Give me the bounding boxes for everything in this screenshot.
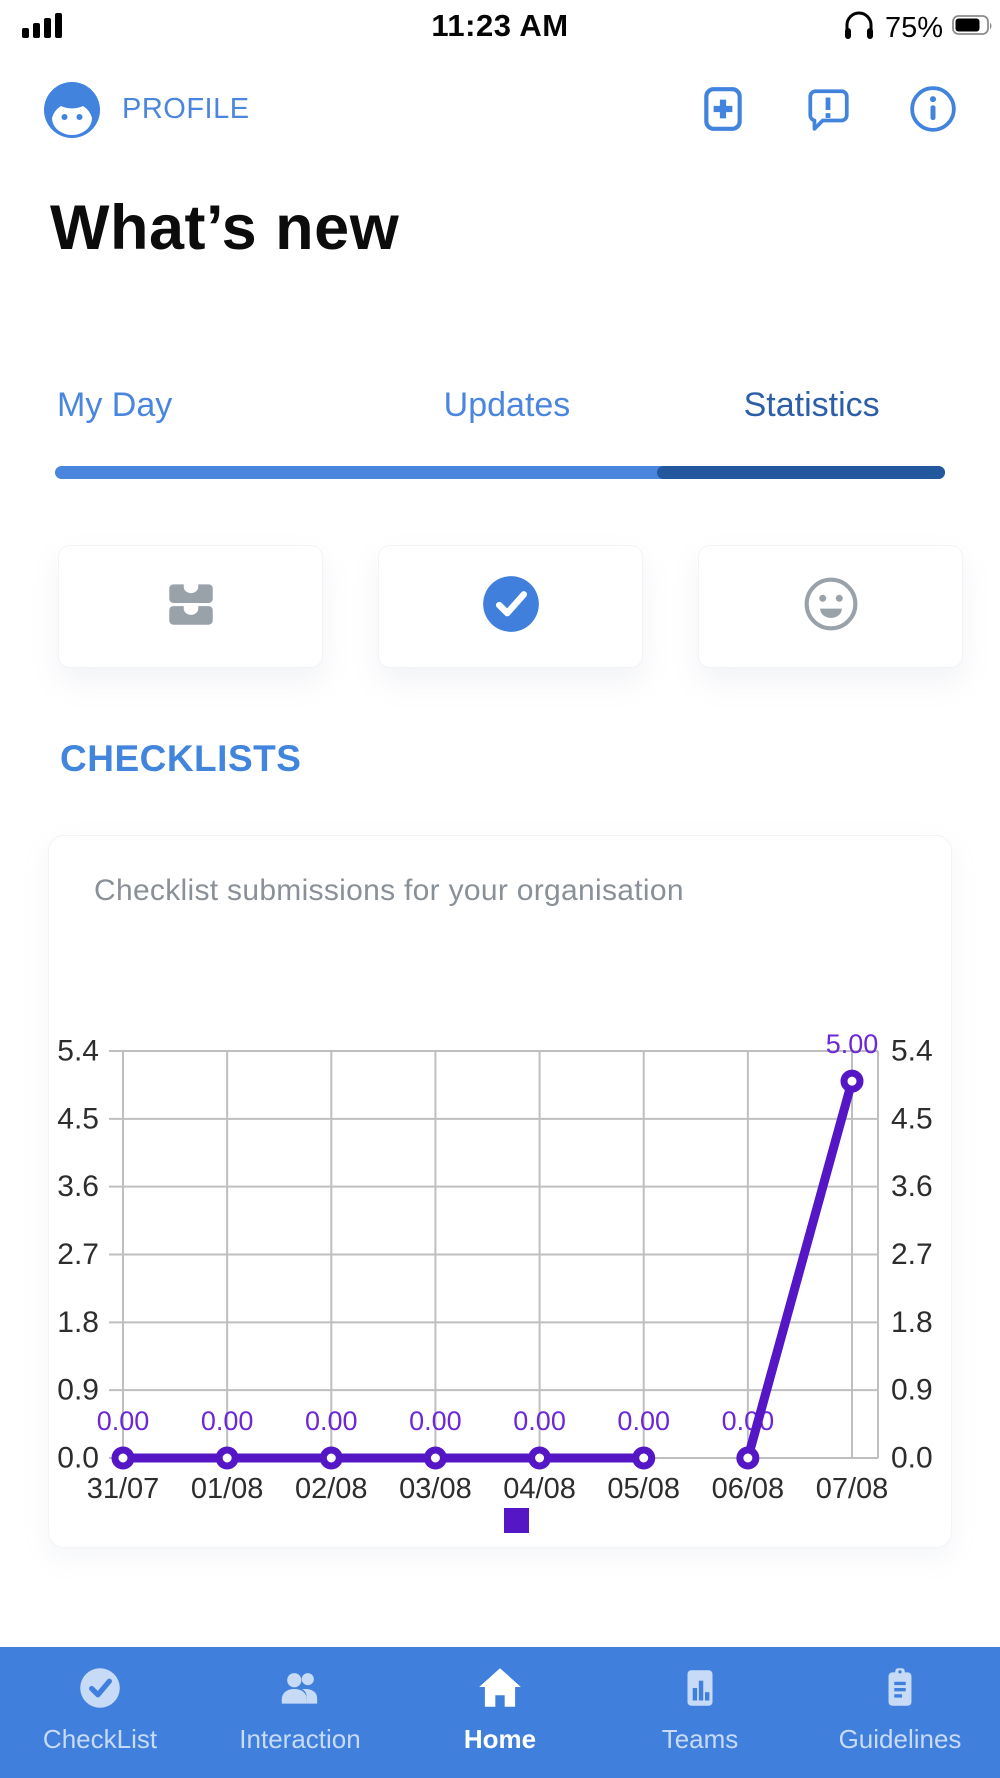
svg-text:3.6: 3.6 <box>891 1170 933 1203</box>
svg-text:03/08: 03/08 <box>399 1473 472 1505</box>
status-bar: 11:23 AM 75% <box>0 0 1000 60</box>
nav-label: CheckList <box>42 1724 158 1754</box>
home-icon <box>474 1663 526 1718</box>
smiley-icon <box>802 575 860 638</box>
svg-text:2.7: 2.7 <box>57 1238 99 1271</box>
svg-text:04/08: 04/08 <box>503 1473 576 1505</box>
battery-icon <box>952 15 994 42</box>
people-icon <box>274 1663 326 1718</box>
svg-text:0.00: 0.00 <box>201 1406 254 1436</box>
clipboard-icon <box>874 1663 926 1718</box>
quick-cards-row <box>58 545 963 668</box>
svg-text:06/08: 06/08 <box>712 1473 785 1505</box>
svg-text:1.8: 1.8 <box>57 1306 99 1339</box>
tab-updates[interactable]: Updates <box>443 386 571 424</box>
svg-text:0.0: 0.0 <box>891 1442 933 1475</box>
tab-indicator-active <box>657 466 945 479</box>
chart-canvas: 0.0 0.0 0.9 0.9 1.8 1.8 2.7 2.7 3.6 3.6 4.5 4.5 5.4 5… <box>57 1029 933 1533</box>
chat-alert-icon[interactable] <box>803 84 853 134</box>
svg-text:01/08: 01/08 <box>191 1473 264 1505</box>
quick-card-mood[interactable] <box>698 545 963 668</box>
svg-text:05/08: 05/08 <box>607 1473 680 1505</box>
svg-text:5.4: 5.4 <box>57 1035 99 1068</box>
headphones-icon <box>842 10 876 47</box>
svg-text:0.00: 0.00 <box>97 1406 150 1436</box>
section-heading-checklists: CHECKLISTS <box>60 738 302 779</box>
add-square-icon[interactable] <box>698 84 748 134</box>
quick-card-checklists[interactable] <box>58 545 323 668</box>
legend-square <box>504 1508 529 1533</box>
page-title: What’s new <box>50 193 400 263</box>
nav-label: Interaction <box>239 1724 361 1754</box>
signal-bars-icon <box>22 13 68 44</box>
nav-item-guidelines[interactable]: Guidelines <box>800 1647 1000 1778</box>
check-circle-icon <box>74 1663 126 1718</box>
svg-text:31/07: 31/07 <box>87 1473 160 1505</box>
nav-label: Guidelines <box>838 1724 962 1754</box>
bar-chart-icon <box>674 1663 726 1718</box>
svg-text:02/08: 02/08 <box>295 1473 368 1505</box>
check-circle-icon <box>481 574 541 639</box>
info-icon[interactable] <box>908 84 958 134</box>
chart-card: Checklist submissions for your organisat… <box>48 835 952 1548</box>
svg-text:5.4: 5.4 <box>891 1035 933 1068</box>
tab-bar: My Day Updates Statistics <box>55 386 945 425</box>
nav-item-interaction[interactable]: Interaction <box>200 1647 400 1778</box>
svg-text:1.8: 1.8 <box>891 1306 933 1339</box>
svg-text:0.00: 0.00 <box>513 1406 566 1436</box>
tab-indicator-track <box>55 466 945 479</box>
svg-text:0.00: 0.00 <box>617 1406 670 1436</box>
inbox-trays-icon <box>162 575 220 638</box>
nav-item-checklist[interactable]: CheckList <box>0 1647 200 1778</box>
svg-text:07/08: 07/08 <box>816 1473 889 1505</box>
app-header: PROFILE <box>0 78 1000 144</box>
svg-text:2.7: 2.7 <box>891 1238 933 1271</box>
nav-label: Teams <box>661 1724 739 1754</box>
chart-title: Checklist submissions for your organisat… <box>94 874 684 907</box>
svg-text:0.9: 0.9 <box>891 1374 933 1407</box>
svg-text:0.00: 0.00 <box>409 1406 462 1436</box>
nav-item-home[interactable]: Home <box>400 1647 600 1778</box>
nav-label: Home <box>463 1724 537 1754</box>
svg-text:4.5: 4.5 <box>57 1102 99 1135</box>
svg-text:0.9: 0.9 <box>57 1374 99 1407</box>
nav-item-teams[interactable]: Teams <box>600 1647 800 1778</box>
svg-text:3.6: 3.6 <box>57 1170 99 1203</box>
quick-card-completed[interactable] <box>378 545 643 668</box>
tab-statistics[interactable]: Statistics <box>743 386 880 424</box>
svg-text:4.5: 4.5 <box>891 1102 933 1135</box>
svg-text:5.00: 5.00 <box>826 1029 879 1059</box>
battery-percent: 75% <box>884 12 943 44</box>
profile-button[interactable]: PROFILE <box>122 93 250 125</box>
svg-text:0.00: 0.00 <box>305 1406 358 1436</box>
status-time: 11:23 AM <box>431 8 569 43</box>
tab-my-day[interactable]: My Day <box>57 386 173 424</box>
bottom-nav: CheckList Interaction Home <box>0 1647 1000 1778</box>
svg-text:0.00: 0.00 <box>722 1406 775 1436</box>
svg-text:0.0: 0.0 <box>57 1442 99 1475</box>
avatar-face-icon[interactable] <box>42 80 102 140</box>
